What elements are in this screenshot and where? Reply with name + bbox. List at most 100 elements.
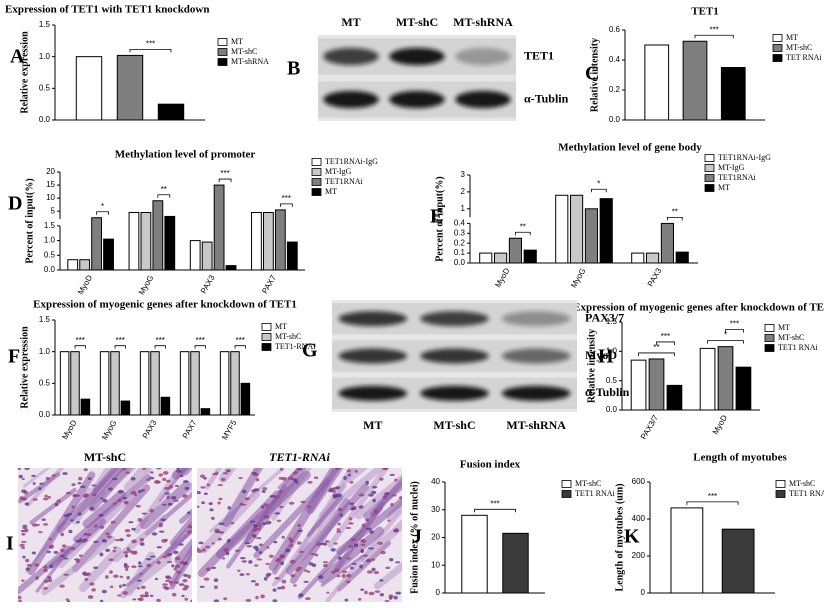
y-tick-label: 0.3: [454, 228, 466, 237]
nucleus: [118, 584, 123, 589]
nucleus: [253, 545, 259, 550]
nucleus: [109, 585, 114, 589]
nucleus: [272, 599, 278, 602]
nucleus: [369, 530, 374, 534]
nucleus: [308, 562, 314, 566]
nucleus: [394, 478, 398, 482]
nucleus: [350, 566, 354, 570]
nucleus: [336, 530, 342, 533]
nucleus: [223, 548, 229, 553]
bar: [116, 54, 144, 121]
bar: [110, 351, 120, 416]
nucleus: [261, 505, 265, 509]
nucleus: [149, 555, 156, 558]
bar: [555, 194, 569, 264]
significance-bracket: [656, 341, 675, 345]
significance-label: ***: [282, 194, 291, 203]
y-tick-label: 0.5: [606, 376, 618, 385]
legend-swatch: [772, 44, 783, 52]
legend-label: MT: [325, 187, 337, 196]
nucleus: [126, 534, 131, 537]
legend-label: MT-shC: [575, 479, 601, 488]
nucleus: [31, 474, 36, 477]
nucleus: [359, 564, 363, 569]
nucleus: [156, 468, 162, 470]
blot-band: [389, 47, 445, 66]
nucleus: [91, 588, 96, 592]
nucleus: [91, 493, 97, 497]
nucleus: [78, 554, 83, 557]
nucleus: [360, 543, 366, 546]
significance-label: **: [161, 185, 167, 194]
nucleus: [379, 579, 384, 582]
bar: [128, 212, 140, 271]
nucleus: [137, 565, 143, 568]
significance-bracket: [234, 345, 246, 349]
myotube: [301, 509, 339, 557]
bar: [479, 252, 493, 264]
bar: [263, 212, 274, 271]
nucleus: [36, 524, 40, 527]
myotube: [41, 535, 116, 596]
nucleus: [234, 549, 240, 552]
nucleus: [281, 535, 286, 539]
y-axis-label: Percent of input(%): [24, 178, 35, 263]
blot-row-label: TET1: [524, 48, 554, 62]
nucleus: [331, 490, 337, 493]
nucleus: [139, 572, 143, 576]
nucleus: [162, 583, 168, 586]
nucleus: [49, 544, 54, 549]
bar: [213, 184, 225, 271]
myotube: [123, 468, 150, 492]
blot-row-label: α-Tublin: [585, 385, 630, 399]
nucleus: [60, 554, 65, 558]
nucleus: [203, 492, 208, 495]
nucleus: [67, 512, 72, 516]
nucleus: [217, 484, 224, 487]
nucleus: [226, 538, 231, 543]
nucleus: [77, 482, 82, 485]
nucleus: [130, 491, 137, 495]
nucleus: [122, 468, 127, 471]
nucleus: [204, 545, 211, 549]
y-tick-label: 1.0: [39, 347, 51, 356]
nucleus: [175, 564, 181, 568]
nucleus: [299, 550, 304, 554]
myotube: [253, 478, 331, 559]
nucleus: [22, 497, 27, 501]
blot-band: [455, 47, 511, 66]
nucleus: [167, 502, 173, 506]
chart-title: Expression of TET1 with TET1 knockdown: [5, 4, 210, 16]
nucleus: [46, 550, 51, 554]
nucleus: [176, 468, 181, 470]
bar: [584, 208, 598, 264]
nucleus: [154, 577, 159, 581]
nucleus: [161, 538, 168, 543]
nucleus: [141, 512, 148, 515]
nucleus: [354, 469, 359, 473]
nucleus: [146, 478, 151, 482]
nucleus: [279, 468, 284, 471]
significance-bracket: [279, 203, 293, 207]
nucleus: [280, 561, 284, 566]
legend-label: MT-shRNA: [231, 57, 269, 66]
nucleus: [343, 476, 347, 480]
nucleus: [175, 469, 182, 473]
significance-label: ***: [156, 336, 165, 345]
nucleus: [123, 562, 128, 567]
bar: [99, 351, 110, 416]
nucleus: [373, 571, 380, 575]
y-tick-label: 0: [436, 588, 441, 597]
significance-label: ***: [708, 492, 717, 501]
nucleus: [184, 486, 190, 491]
nucleus: [384, 599, 390, 602]
blot-band: [501, 311, 571, 327]
nucleus: [39, 482, 44, 485]
significance-bracket: [667, 217, 683, 221]
legend-swatch: [704, 154, 715, 162]
nucleus: [83, 572, 89, 577]
nucleus: [346, 573, 352, 578]
nucleus: [125, 567, 129, 572]
bar: [666, 384, 683, 411]
nucleus: [122, 496, 128, 500]
